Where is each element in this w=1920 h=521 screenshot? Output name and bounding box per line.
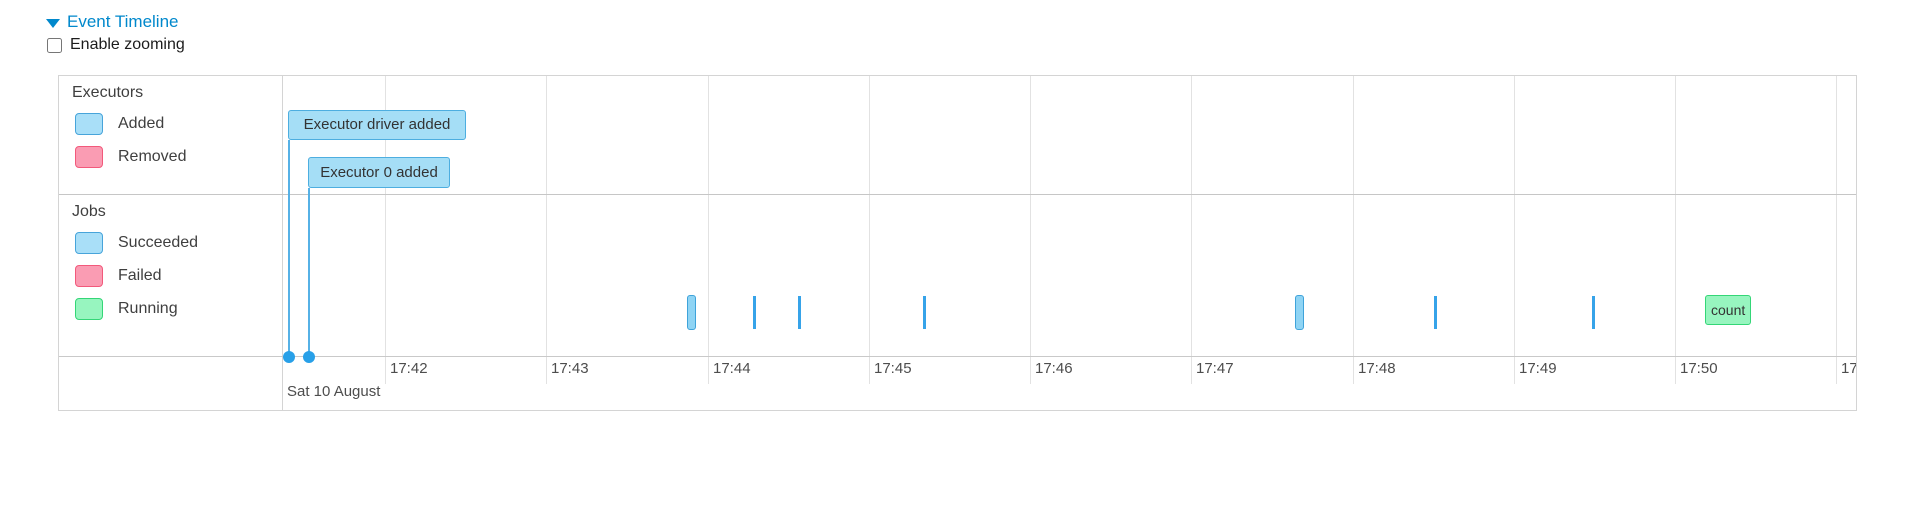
time-gridline <box>1191 76 1192 384</box>
legend-swatch-removed-icon <box>75 146 103 168</box>
enable-zooming-label: Enable zooming <box>70 36 185 53</box>
timeline-chart: 17:42 17:43 17:44 17:45 17:46 17:47 17:48 17:49… <box>58 75 1857 411</box>
axis-tick-label: 17:48 <box>1358 360 1396 377</box>
legend-group-jobs: Jobs Succeeded Failed Running <box>59 195 282 356</box>
axis-major-label: Sat 10 August <box>287 383 381 400</box>
axis-tick-label: 17:46 <box>1035 360 1073 377</box>
time-gridline <box>1836 76 1837 384</box>
axis-tick-label: 17:45 <box>874 360 912 377</box>
legend-item-running: Running <box>75 298 282 320</box>
enable-zooming-checkbox[interactable] <box>47 37 62 53</box>
time-gridline <box>546 76 547 384</box>
legend-group-executors: Executors Added Removed <box>59 76 282 194</box>
axis-tick-label: 17:50 <box>1680 360 1718 377</box>
job-event-tick[interactable] <box>1434 296 1437 329</box>
legend-label: Running <box>118 300 178 317</box>
axis-tick-label: 17:43 <box>551 360 589 377</box>
event-stem-line <box>308 188 310 356</box>
collapse-triangle-icon <box>46 18 60 28</box>
legend-label: Failed <box>118 267 162 284</box>
legend-swatch-succeeded-icon <box>75 232 103 254</box>
executor-event-box[interactable]: Executor driver added <box>288 110 466 140</box>
legend-item-failed: Failed <box>75 265 282 287</box>
time-gridline <box>385 76 386 384</box>
legend-label: Succeeded <box>118 234 199 251</box>
legend-label: Added <box>118 115 165 132</box>
time-gridline <box>1353 76 1354 384</box>
axis-tick-label: 17:49 <box>1519 360 1557 377</box>
job-event-tick[interactable] <box>798 296 801 329</box>
group-divider <box>59 194 1856 195</box>
axis-tick-label: 17:42 <box>390 360 428 377</box>
axis-tick-label: 17:47 <box>1196 360 1234 377</box>
legend-swatch-running-icon <box>75 298 103 320</box>
job-event-box[interactable] <box>1295 295 1304 330</box>
event-timeline-title: Event Timeline <box>67 12 179 31</box>
enable-zooming-control[interactable]: Enable zooming <box>46 36 185 54</box>
event-stem-line <box>288 140 290 356</box>
time-gridline <box>1030 76 1031 384</box>
event-axis-dot <box>283 351 295 363</box>
time-gridline <box>708 76 709 384</box>
time-gridline <box>869 76 870 384</box>
group-title-executors: Executors <box>72 84 144 101</box>
job-event-running[interactable]: count <box>1705 295 1751 325</box>
legend-item-succeeded: Succeeded <box>75 232 282 254</box>
legend-swatch-added-icon <box>75 113 103 135</box>
job-event-tick[interactable] <box>923 296 926 329</box>
executor-event-box[interactable]: Executor 0 added <box>308 157 450 188</box>
time-axis-line <box>59 356 1856 357</box>
axis-tick-label: 17:51 <box>1841 360 1857 377</box>
job-event-box[interactable] <box>687 295 696 330</box>
legend-swatch-failed-icon <box>75 265 103 287</box>
group-title-jobs: Jobs <box>72 203 106 220</box>
axis-tick-label: 17:44 <box>713 360 751 377</box>
job-event-tick[interactable] <box>1592 296 1595 329</box>
time-gridline <box>1675 76 1676 384</box>
event-timeline-toggle[interactable]: Event Timeline <box>46 12 179 32</box>
legend-label: Removed <box>118 148 187 165</box>
legend-item-added: Added <box>75 113 282 135</box>
time-gridline <box>1514 76 1515 384</box>
legend-item-removed: Removed <box>75 146 282 168</box>
legend-divider <box>282 76 283 410</box>
job-event-tick[interactable] <box>753 296 756 329</box>
event-axis-dot <box>303 351 315 363</box>
